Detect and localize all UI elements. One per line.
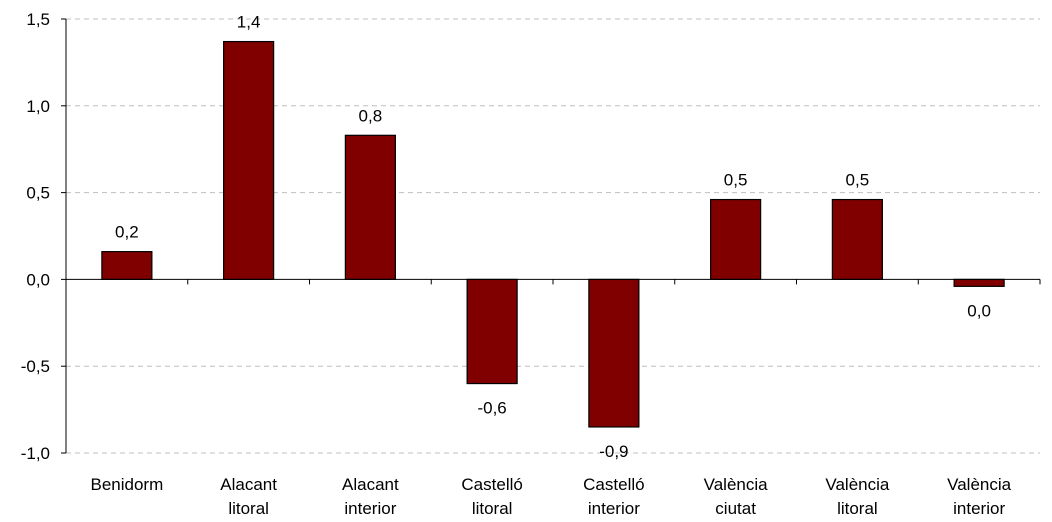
bar — [710, 198, 762, 281]
data-label: 0,5 — [724, 171, 748, 190]
y-tick-labels: 1,5 1,0 0,5 0,0 -0,5 -1,0 — [21, 10, 50, 463]
x-category-label: litoral — [837, 499, 878, 518]
bar — [953, 278, 1005, 287]
gridlines — [66, 18, 1040, 454]
x-category-labels: Benidorm Alacant litoral Alacant interior Cas… — [90, 475, 1011, 518]
x-category-label: Castelló — [461, 475, 522, 494]
data-labels: 0,2 1,4 0,8 -0,6 -0,9 0,5 0,5 0,0 — [115, 13, 991, 461]
data-label: 0,8 — [359, 106, 383, 125]
data-label: 1,4 — [237, 13, 261, 32]
x-category-label: València — [947, 475, 1011, 494]
x-category-label: litoral — [472, 499, 513, 518]
y-tick-label: 0,0 — [26, 270, 50, 289]
x-category-label: interior — [953, 499, 1005, 518]
x-category-label: Castelló — [583, 475, 644, 494]
x-category-label: València — [704, 475, 768, 494]
y-tick-label: -1,0 — [21, 444, 50, 463]
bar — [344, 134, 396, 280]
x-category-label: interior — [588, 499, 640, 518]
data-label: 0,2 — [115, 223, 139, 242]
y-tick-label: -0,5 — [21, 357, 50, 376]
data-label: 0,0 — [967, 301, 991, 320]
data-label: -0,9 — [599, 442, 628, 461]
x-category-label: litoral — [228, 499, 269, 518]
x-category-label: Alacant — [342, 475, 399, 494]
x-category-label: ciutat — [715, 499, 756, 518]
bars — [101, 40, 1005, 428]
x-category-label: Benidorm — [90, 475, 163, 494]
bar — [831, 198, 883, 281]
y-tick-label: 0,5 — [26, 184, 50, 203]
x-category-label: interior — [344, 499, 396, 518]
x-category-label: València — [825, 475, 889, 494]
data-label: 0,5 — [846, 171, 870, 190]
y-tick-label: 1,5 — [26, 10, 50, 29]
data-label: -0,6 — [477, 399, 506, 418]
bar — [101, 251, 153, 280]
x-category-label: Alacant — [220, 475, 277, 494]
y-tick-label: 1,0 — [26, 97, 50, 116]
bar — [466, 278, 518, 385]
axes — [61, 18, 1041, 454]
bar — [588, 278, 640, 428]
bar — [223, 40, 275, 281]
